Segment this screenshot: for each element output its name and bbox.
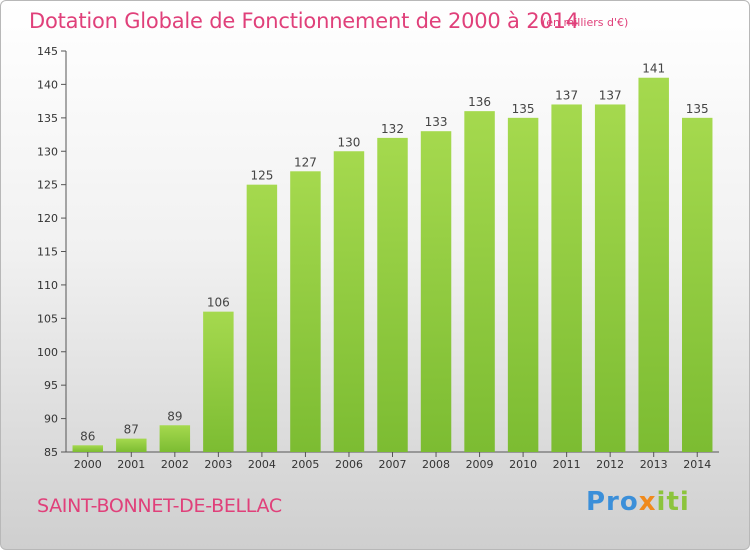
x-tick-label: 2009 [466, 458, 494, 471]
data-label: 86 [80, 429, 95, 443]
unit-label: (en milliers d'€) [542, 16, 629, 29]
y-tick-label: 90 [44, 413, 58, 426]
logo-part-1: Pro [586, 487, 639, 517]
x-tick-label: 2002 [161, 458, 189, 471]
data-label: 137 [599, 88, 622, 102]
data-label: 135 [512, 102, 535, 116]
bar [377, 137, 408, 452]
bar [116, 438, 147, 452]
bar [290, 171, 321, 453]
data-label: 106 [207, 296, 230, 310]
y-tick-label: 140 [37, 78, 58, 91]
x-tick-label: 2005 [291, 458, 319, 471]
bar [551, 104, 582, 452]
y-tick-label: 85 [44, 446, 58, 459]
x-tick-label: 2011 [553, 458, 581, 471]
y-tick-label: 95 [44, 379, 58, 392]
data-label: 135 [686, 102, 709, 116]
bar [72, 445, 104, 452]
x-tick-label: 2010 [509, 458, 537, 471]
x-tick-label: 2004 [248, 458, 276, 471]
x-tick-label: 2012 [596, 458, 624, 471]
y-tick-label: 110 [37, 279, 58, 292]
logo-part-2: x [638, 487, 657, 517]
logo-part-3: iti [656, 487, 690, 517]
y-tick-label: 135 [37, 112, 58, 125]
data-label: 127 [294, 155, 317, 169]
bar [159, 425, 191, 452]
x-tick-label: 2013 [640, 458, 668, 471]
bar [594, 104, 626, 452]
data-label: 125 [250, 169, 273, 183]
bar [681, 117, 713, 452]
proxiti-logo: Proxiti [586, 487, 690, 517]
bar [464, 111, 495, 453]
bar [333, 151, 365, 452]
x-tick-label: 2014 [683, 458, 711, 471]
chart-title: Dotation Globale de Fonctionnement de 20… [29, 9, 579, 33]
bar [203, 311, 234, 452]
x-tick-label: 2000 [74, 458, 102, 471]
y-tick-label: 115 [37, 246, 58, 259]
data-label: 89 [167, 409, 182, 423]
y-tick-label: 100 [37, 346, 58, 359]
data-label: 136 [468, 95, 491, 109]
y-tick-label: 120 [37, 212, 58, 225]
data-label: 130 [338, 135, 361, 149]
data-label: 137 [555, 88, 578, 102]
y-tick-label: 105 [37, 312, 58, 325]
bar [246, 184, 278, 452]
bar [420, 131, 452, 452]
y-tick-label: 145 [37, 45, 58, 58]
x-tick-label: 2006 [335, 458, 363, 471]
x-tick-label: 2007 [379, 458, 407, 471]
commune-name: SAINT-BONNET-DE-BELLAC [37, 495, 282, 517]
y-tick-label: 125 [37, 179, 58, 192]
x-tick-label: 2008 [422, 458, 450, 471]
data-label: 133 [425, 115, 448, 129]
data-label: 132 [381, 122, 404, 136]
x-tick-label: 2003 [204, 458, 232, 471]
bar [507, 117, 539, 452]
y-tick-label: 130 [37, 145, 58, 158]
x-tick-label: 2001 [117, 458, 145, 471]
data-label: 141 [642, 62, 665, 76]
data-label: 87 [124, 423, 139, 437]
bar [638, 77, 669, 452]
